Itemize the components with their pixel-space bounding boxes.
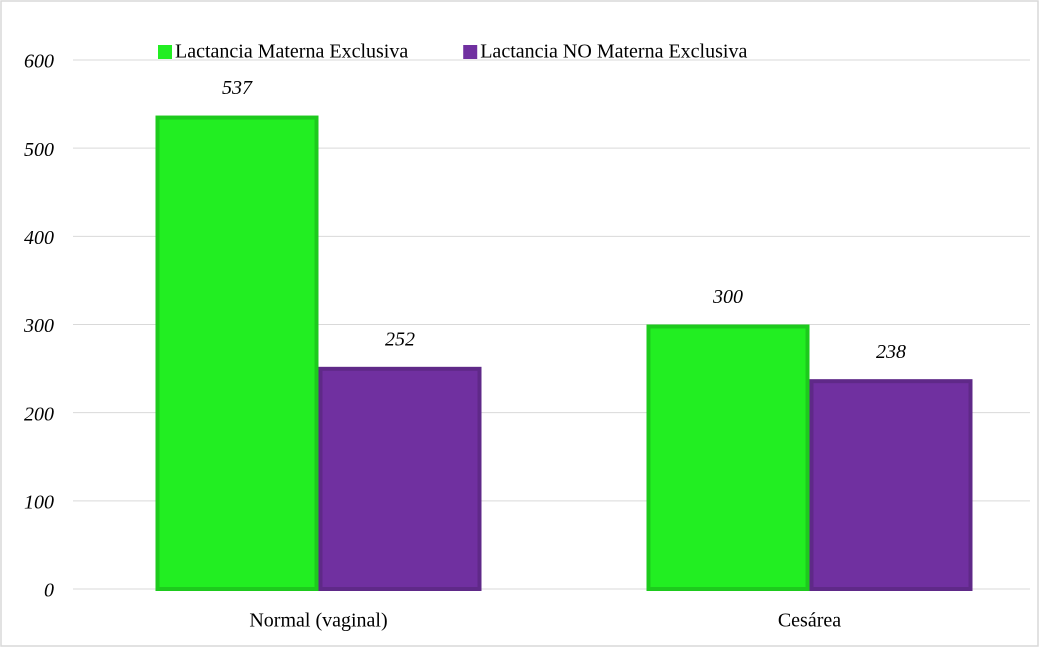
y-tick-label: 500 [24,139,54,161]
y-tick-label: 300 [23,315,54,337]
data-label: 238 [876,341,906,363]
bar [155,115,319,591]
data-label: 537 [222,77,253,99]
y-tick-label: 200 [24,403,54,425]
x-tick-label: Cesárea [778,610,841,632]
data-label: 300 [712,286,743,308]
y-tick-label: 600 [24,51,54,73]
legend-label: Lactancia NO Materna Exclusiva [480,41,747,63]
legend-swatch [158,45,172,59]
x-tick-label: Normal (vaginal) [249,610,387,632]
legend-label: Lactancia Materna Exclusiva [175,41,408,63]
bar [646,324,810,591]
y-tick-label: 400 [24,227,54,249]
y-tick-label: 100 [24,491,54,513]
y-tick-label: 0 [44,580,54,602]
legend-swatch [463,45,478,59]
data-label: 252 [385,328,415,350]
bar [318,366,482,591]
bar [809,379,973,591]
